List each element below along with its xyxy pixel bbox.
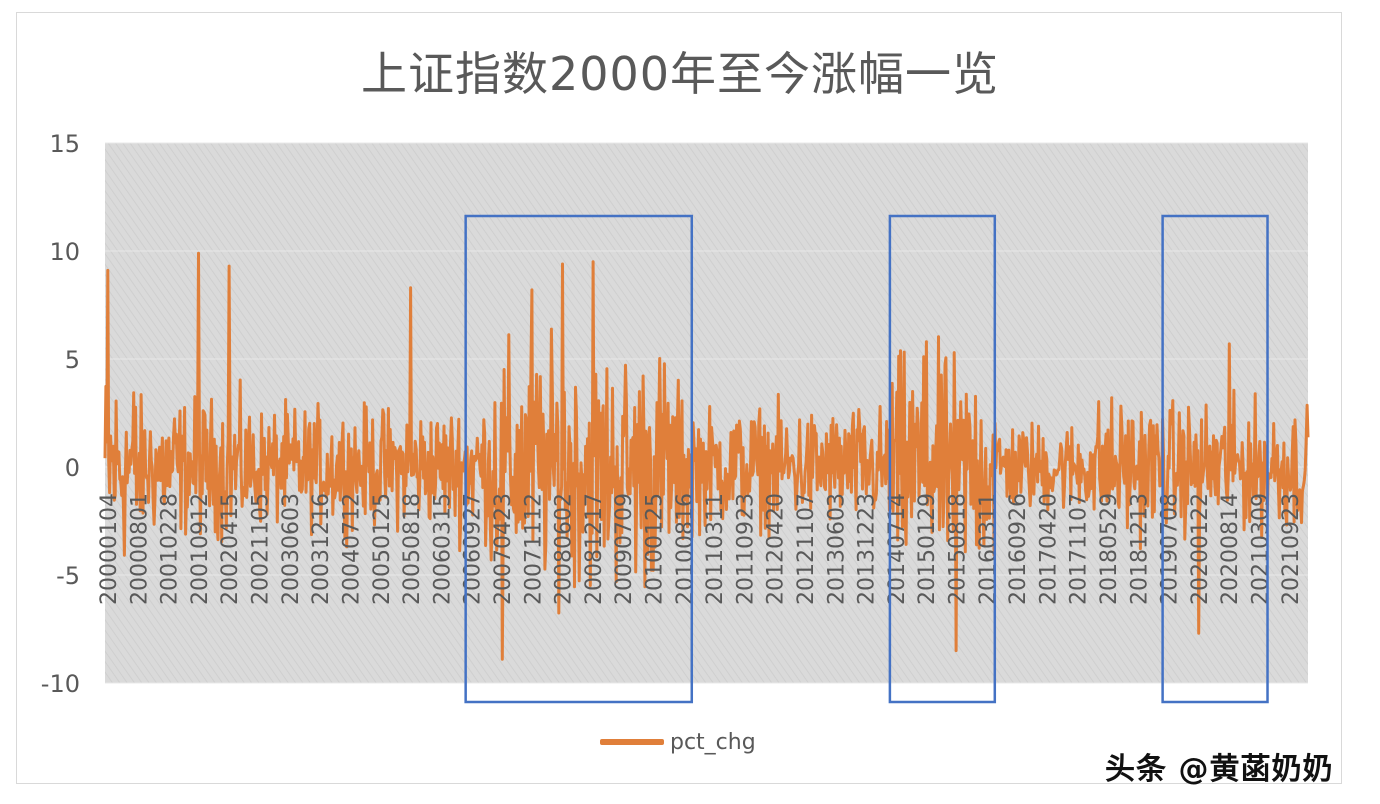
series-line-pct-chg bbox=[103, 251, 1310, 661]
x-tick-label: 20090709 bbox=[612, 493, 637, 605]
x-tick-label: 20180529 bbox=[1097, 493, 1122, 605]
x-tick-label: 20000104 bbox=[97, 493, 122, 605]
x-tick-label: 20030603 bbox=[279, 493, 304, 605]
x-tick-label: 20160926 bbox=[1006, 493, 1031, 605]
x-tick-label: 20150129 bbox=[915, 493, 940, 605]
x-tick-label: 20210923 bbox=[1279, 493, 1304, 605]
x-tick-label: 20040712 bbox=[339, 493, 364, 605]
watermark: 头条 @黄菡奶奶 bbox=[1105, 752, 1334, 787]
x-tick-label: 20031216 bbox=[309, 493, 334, 605]
x-tick-label: 20060315 bbox=[430, 493, 455, 605]
x-tick-label: 20170420 bbox=[1036, 493, 1061, 605]
y-tick-label: -5 bbox=[56, 562, 80, 590]
y-tick-label: 10 bbox=[49, 238, 80, 266]
highlight-box bbox=[1161, 214, 1269, 704]
x-tick-label: 20080602 bbox=[552, 493, 577, 605]
x-tick-label: 20110311 bbox=[703, 493, 728, 605]
x-tick-label: 20200122 bbox=[1188, 493, 1213, 605]
x-tick-label: 20160311 bbox=[976, 493, 1001, 605]
x-tick-label: 20200814 bbox=[1218, 493, 1243, 605]
x-tick-label: 20210309 bbox=[1249, 493, 1274, 605]
x-tick-label: 20070423 bbox=[491, 493, 516, 605]
x-tick-label: 20181213 bbox=[1127, 493, 1152, 605]
x-tick-label: 20130603 bbox=[824, 493, 849, 605]
y-tick-label: 5 bbox=[65, 346, 80, 374]
y-tick-label: -10 bbox=[41, 670, 80, 698]
x-tick-label: 20050125 bbox=[370, 493, 395, 605]
x-tick-label: 20120420 bbox=[764, 493, 789, 605]
x-tick-label: 20010912 bbox=[188, 493, 213, 605]
y-tick-label: 15 bbox=[49, 130, 80, 158]
x-tick-label: 20021105 bbox=[249, 493, 274, 605]
x-tick-label: 20110923 bbox=[733, 493, 758, 605]
legend-swatch bbox=[600, 739, 664, 745]
highlight-box bbox=[888, 214, 997, 704]
x-tick-label: 20100816 bbox=[673, 493, 698, 605]
x-tick-label: 20100125 bbox=[642, 493, 667, 605]
x-tick-label: 20060927 bbox=[461, 493, 486, 605]
legend-label: pct_chg bbox=[670, 729, 756, 755]
legend: pct_chg bbox=[600, 727, 756, 757]
x-tick-label: 20171107 bbox=[1067, 493, 1092, 605]
x-tick-label: 20121107 bbox=[794, 493, 819, 605]
x-tick-label: 20000801 bbox=[127, 493, 152, 605]
x-tick-label: 20131223 bbox=[855, 493, 880, 605]
x-tick-label: 20150818 bbox=[945, 493, 970, 605]
x-tick-label: 20010228 bbox=[158, 493, 183, 605]
highlight-box bbox=[464, 214, 694, 704]
chart-title: 上证指数2000年至今涨幅一览 bbox=[360, 47, 1000, 101]
x-tick-label: 20020415 bbox=[218, 493, 243, 605]
y-tick-label: 0 bbox=[65, 454, 80, 482]
x-tick-label: 20081217 bbox=[582, 493, 607, 605]
x-tick-label: 20071112 bbox=[521, 493, 546, 605]
x-tick-label: 20050818 bbox=[400, 493, 425, 605]
